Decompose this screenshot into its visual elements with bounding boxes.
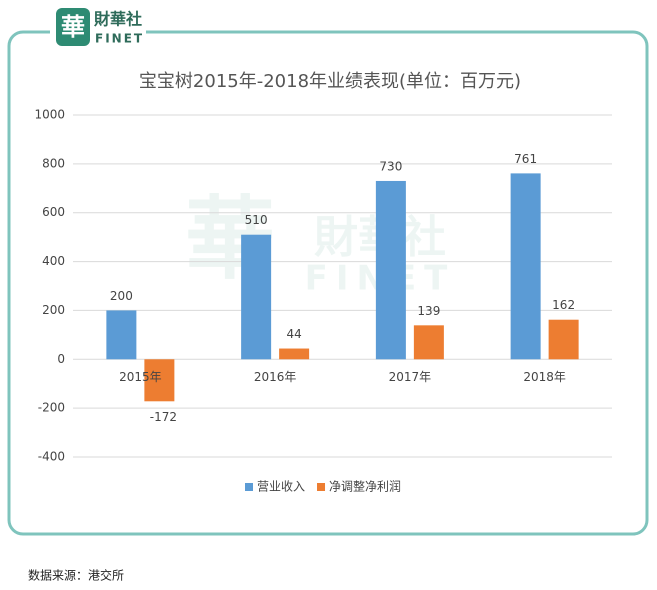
bar	[279, 348, 310, 360]
data-label: 510	[245, 213, 268, 227]
y-tick-label: 1000	[34, 108, 65, 122]
data-label: 44	[286, 327, 301, 341]
y-tick-label: 400	[42, 254, 65, 268]
data-label: 162	[552, 298, 575, 312]
legend-label: 营业收入	[257, 480, 305, 494]
y-tick-label: -400	[38, 450, 65, 464]
logo-mark: 華	[61, 13, 85, 41]
legend-swatch	[245, 483, 253, 491]
x-tick-label: 2016年	[254, 370, 297, 384]
bar	[413, 325, 444, 360]
legend-label: 净调整净利润	[329, 479, 401, 494]
y-tick-label: -200	[38, 401, 65, 415]
bar	[241, 234, 272, 360]
y-tick-label: 0	[57, 352, 65, 366]
data-label: 139	[417, 304, 440, 318]
data-label: 730	[379, 159, 402, 173]
legend-swatch	[317, 483, 326, 491]
chart-title: 宝宝树2015年-2018年业绩表现(单位：百万元)	[139, 71, 521, 92]
bar	[375, 180, 406, 360]
y-tick-label: 800	[42, 156, 65, 170]
x-tick-label: 2018年	[523, 370, 566, 384]
x-tick-label: 2017年	[389, 370, 432, 384]
bar	[144, 359, 175, 402]
logo-badge	[56, 8, 90, 46]
source: 数据来源：港交所	[28, 568, 124, 583]
logo-name: 財華社	[94, 10, 142, 29]
bar	[510, 173, 541, 360]
y-tick-label: 200	[42, 303, 65, 317]
logo-latin: FINET	[95, 32, 144, 46]
bar	[106, 310, 137, 360]
data-label: 761	[514, 152, 537, 166]
data-label: -172	[150, 410, 177, 424]
bar	[548, 319, 579, 360]
data-label: 200	[110, 289, 133, 303]
y-tick-label: 600	[42, 205, 65, 219]
x-tick-label: 2015年	[119, 370, 162, 384]
